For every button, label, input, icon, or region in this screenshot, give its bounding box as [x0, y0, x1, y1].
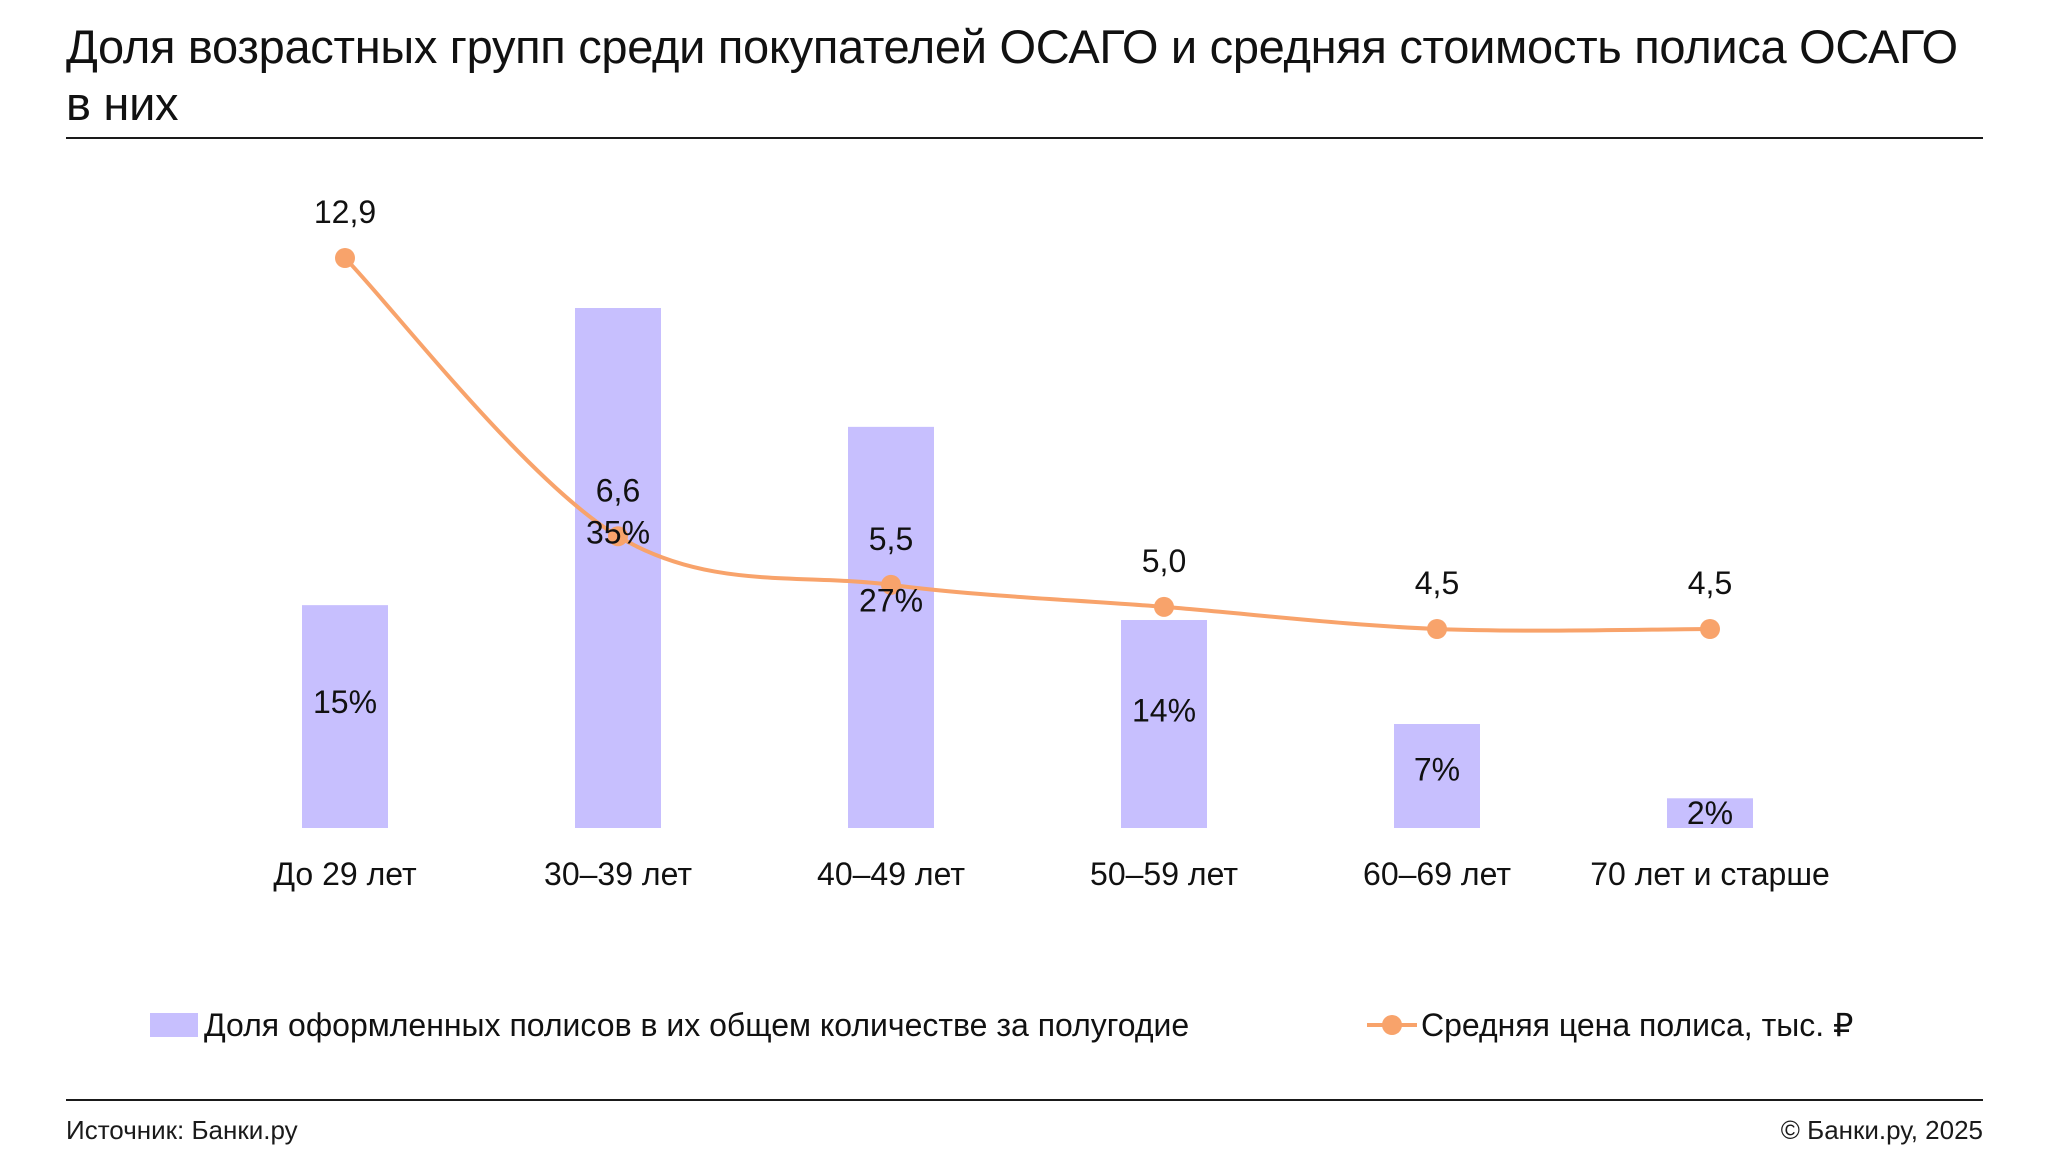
bottom-divider: [66, 1099, 1983, 1101]
data-labels-layer: 15% 35% 27% 14% 7% 2% 12,9 6,6 5,5 5,0 4,5 4,5: [313, 194, 1733, 831]
chart-area: 15% 35% 27% 14% 7% 2% 12,9 6,6 5,5 5,0 4,5 4,5 До 2…: [150, 194, 1853, 1043]
bar-4: [1121, 620, 1207, 828]
price-line-layer: [343, 256, 1712, 633]
legend: Доля оформленных полисов в их общем коли…: [150, 1007, 1853, 1043]
x-tick-label: 30–39 лет: [544, 856, 692, 892]
price-value-label: 5,0: [1142, 543, 1186, 579]
bar-value-label: 14%: [1132, 692, 1196, 728]
price-value-label: 5,5: [869, 521, 913, 557]
price-value-label: 4,5: [1415, 565, 1459, 601]
bar-value-label: 7%: [1414, 752, 1460, 788]
x-tick-label: 60–69 лет: [1363, 856, 1511, 892]
bars-layer: [302, 308, 1753, 828]
bar-6: [1667, 798, 1753, 828]
price-value-label: 12,9: [314, 194, 376, 230]
legend-swatch-point: [1382, 1015, 1402, 1035]
price-value-label: 4,5: [1688, 565, 1732, 601]
x-axis-labels: До 29 лет 30–39 лет 40–49 лет 50–59 лет 60–6…: [273, 856, 1829, 892]
copyright-note: © Банки.ру, 2025: [1780, 1115, 1983, 1145]
top-divider: [66, 137, 1983, 139]
x-tick-label: До 29 лет: [273, 856, 417, 892]
price-points-layer: [335, 248, 1720, 639]
bar-1: [302, 605, 388, 828]
price-point-2: [608, 526, 628, 547]
x-tick-label: 40–49 лет: [817, 856, 965, 892]
price-line: [343, 256, 1712, 633]
x-tick-label: 50–59 лет: [1090, 856, 1238, 892]
price-point-3: [881, 574, 901, 595]
bar-2: [575, 308, 661, 828]
legend-swatch-bars: [150, 1013, 198, 1037]
price-point-1: [335, 248, 355, 268]
chart-title: Доля возрастных групп среди покупателей …: [66, 20, 1958, 130]
bar-5: [1394, 724, 1480, 828]
bar-3: [848, 426, 934, 828]
bar-value-label: 15%: [313, 684, 377, 720]
price-point-5: [1427, 619, 1447, 639]
source-note: Источник: Банки.ру: [66, 1115, 298, 1145]
price-point-4: [1154, 596, 1174, 617]
price-value-label: 6,6: [596, 472, 640, 508]
price-point-6: [1700, 619, 1720, 639]
bar-value-label: 35%: [586, 515, 650, 551]
legend-label-bars: Доля оформленных полисов в их общем коли…: [204, 1007, 1189, 1043]
legend-label-line: Средняя цена полиса, тыс. ₽: [1421, 1007, 1853, 1043]
bar-value-label: 2%: [1687, 795, 1733, 831]
x-tick-label: 70 лет и старше: [1590, 856, 1830, 892]
bar-value-label: 27%: [859, 582, 923, 618]
